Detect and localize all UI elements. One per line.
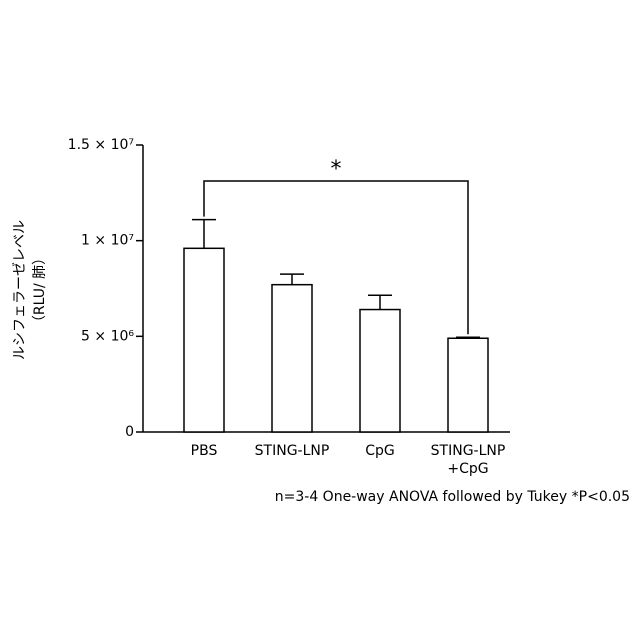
bar — [448, 338, 488, 432]
x-tick-label: STING-LNP+CpG — [431, 443, 506, 477]
y-tick-label: 1.5 × 10⁷ — [68, 137, 134, 153]
footnote: n=3-4 One-way ANOVA followed by Tukey *P… — [275, 489, 630, 505]
y-axis-title: （RLU/ 肺） — [32, 251, 48, 329]
y-tick-label: 5 × 10⁶ — [81, 328, 134, 344]
page: ルシフェラーゼレベル （RLU/ 肺） n=3-4 One-way ANOVA … — [0, 0, 640, 640]
significance-label: * — [331, 157, 342, 182]
y-tick-label: 0 — [125, 424, 134, 440]
y-tick-label: 1 × 10⁷ — [81, 233, 134, 249]
bar — [184, 248, 224, 432]
x-tick-label: PBS — [191, 443, 218, 459]
bar — [360, 310, 400, 432]
x-tick-label: CpG — [365, 443, 395, 459]
x-tick-label: STING-LNP — [255, 443, 330, 459]
chart: ルシフェラーゼレベル （RLU/ 肺） n=3-4 One-way ANOVA … — [0, 0, 640, 640]
bar — [272, 285, 312, 432]
y-axis-title: ルシフェラーゼレベル — [12, 220, 28, 360]
significance-bracket — [204, 181, 468, 334]
